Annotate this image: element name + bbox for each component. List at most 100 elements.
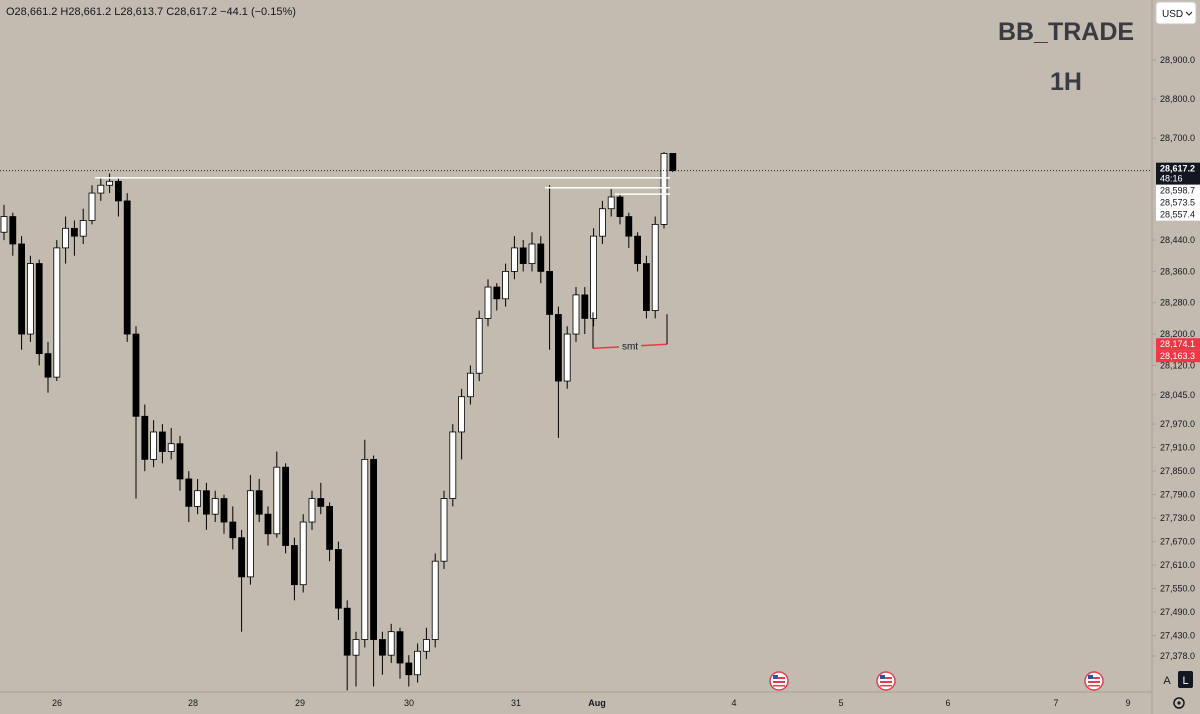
candle-body: [282, 466, 290, 546]
candle-body: [502, 270, 510, 300]
candle-body: [106, 180, 113, 186]
candle-body: [167, 443, 175, 452]
candle-body: [555, 314, 562, 382]
y-tick-label: 27,970.0: [1160, 419, 1195, 429]
ohlc-header: O28,661.2 H28,661.2 L28,613.7 C28,617.2 …: [6, 6, 296, 18]
candle-body: [563, 333, 571, 382]
candle-body: [422, 639, 430, 652]
y-tick-label: 27,430.0: [1160, 631, 1195, 641]
candle-body: [625, 216, 633, 237]
candle-body: [352, 639, 360, 656]
y-tick-label: 28,045.0: [1160, 390, 1195, 400]
last-price-label: 28,617.2: [1160, 164, 1195, 174]
watermark-interval: 1H: [1050, 68, 1082, 96]
candle-body: [202, 490, 210, 515]
price-label-box: [1156, 338, 1200, 351]
candle-body: [405, 662, 413, 676]
y-tick-label: 28,700.0: [1160, 133, 1195, 143]
candle-body: [246, 490, 254, 578]
candle-body: [572, 294, 580, 335]
dropdown-arrow: [1185, 11, 1193, 16]
candle-body: [71, 227, 78, 237]
y-tick-label: 27,550.0: [1160, 584, 1195, 594]
candle-body: [194, 490, 202, 507]
log-button[interactable]: [1178, 671, 1193, 688]
candle-body: [326, 505, 334, 550]
candle-body: [484, 286, 492, 319]
price-label: 28,174.1: [1160, 339, 1195, 349]
candle-body: [62, 227, 69, 249]
countdown-label: 48:16: [1160, 174, 1183, 184]
candle-body: [396, 631, 404, 664]
y-tick-label: 28,440.0: [1160, 235, 1195, 245]
price-label-box: [1156, 184, 1200, 197]
last-price-box: [1156, 162, 1200, 185]
candle-body: [220, 498, 228, 523]
candle-body: [44, 353, 52, 378]
price-label-box: [1156, 350, 1200, 363]
candle-body: [308, 498, 316, 523]
candle-body: [370, 458, 378, 640]
candle-body: [290, 545, 298, 586]
log-button-text: L: [1182, 675, 1188, 687]
candle-body: [634, 235, 641, 264]
y-tick-label: 28,800.0: [1160, 94, 1195, 104]
candle-body: [458, 396, 466, 433]
candle-body: [132, 333, 140, 417]
candle-body: [493, 286, 501, 300]
candle-body: [26, 263, 34, 335]
candle-body: [97, 184, 105, 194]
x-tick-label: 5: [838, 698, 843, 708]
x-tick-label: 9: [1125, 698, 1130, 708]
settings-icon[interactable]: [1173, 697, 1185, 709]
candle-body: [449, 431, 457, 499]
event-flag[interactable]: [769, 671, 789, 691]
y-tick-label: 28,200.0: [1160, 329, 1195, 339]
candle-body: [361, 458, 369, 640]
y-tick-label: 27,490.0: [1160, 607, 1195, 617]
candle-body: [660, 153, 668, 225]
x-tick-label: 26: [52, 698, 62, 708]
candle-body: [581, 294, 589, 319]
candle-body: [343, 607, 351, 656]
x-tick-label: 30: [404, 698, 414, 708]
candle-body: [546, 270, 553, 315]
price-label: 28,598.7: [1160, 186, 1195, 196]
candle-body: [150, 431, 158, 460]
candle-body: [273, 466, 281, 535]
candle-body: [255, 490, 263, 515]
y-tick-label: 27,378.0: [1160, 651, 1195, 661]
candle-body: [88, 192, 96, 221]
candle-body: [35, 263, 43, 355]
candle-body: [264, 513, 272, 535]
candle-body: [79, 220, 87, 237]
candle-body: [431, 560, 439, 640]
x-tick-label: 29: [295, 698, 305, 708]
candle-body: [387, 631, 395, 656]
event-flag[interactable]: [1084, 671, 1104, 691]
y-tick-label: 27,610.0: [1160, 560, 1195, 570]
candle-body: [9, 216, 17, 245]
smt-label: smt: [622, 341, 638, 352]
candle-body: [616, 196, 624, 217]
y-tick-label: 28,120.0: [1160, 360, 1195, 370]
candle-body: [229, 521, 237, 539]
watermark-title: BB_TRADE: [998, 18, 1134, 46]
candle-body: [537, 243, 545, 272]
candle-body: [378, 639, 386, 656]
price-label: 28,573.5: [1160, 198, 1195, 208]
candle-body: [643, 263, 650, 311]
x-tick-label: 28: [188, 698, 198, 708]
currency-text: USD: [1162, 9, 1183, 20]
price-label-box: [1156, 196, 1200, 209]
candle-body: [176, 443, 184, 480]
x-tick-label: 31: [511, 698, 521, 708]
event-flag[interactable]: [876, 671, 896, 691]
candle-body: [0, 216, 8, 233]
currency-select[interactable]: [1155, 1, 1197, 25]
price-label: 28,557.4: [1160, 210, 1195, 220]
candle-body: [185, 478, 193, 507]
candle-body: [238, 537, 246, 578]
x-tick-label: Aug: [588, 698, 606, 708]
